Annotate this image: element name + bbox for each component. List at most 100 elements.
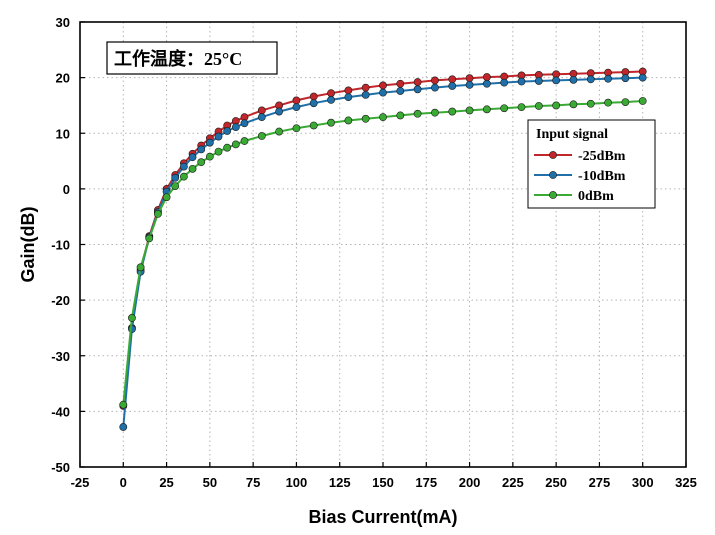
data-point — [179, 162, 188, 171]
data-point — [638, 97, 647, 105]
legend-item: 0dBm — [534, 189, 614, 204]
x-tick-label: 275 — [589, 475, 611, 490]
data-point — [379, 81, 387, 90]
data-point — [275, 107, 284, 116]
data-point — [534, 77, 543, 85]
data-point — [431, 83, 439, 92]
legend-swatch-marker — [549, 151, 557, 159]
y-axis-title: Gain(dB) — [18, 207, 38, 283]
data-point — [197, 158, 206, 167]
data-point — [396, 79, 405, 88]
x-tick-label: 100 — [286, 475, 308, 490]
data-point — [292, 96, 301, 105]
data-point — [552, 101, 561, 110]
data-point — [500, 104, 509, 113]
data-point — [482, 105, 491, 114]
data-point — [223, 143, 232, 152]
data-point — [275, 127, 284, 136]
data-point — [231, 123, 240, 132]
data-point — [465, 80, 474, 89]
data-point — [344, 116, 353, 125]
series-0dBm — [119, 97, 647, 409]
data-point — [413, 85, 422, 94]
data-point — [309, 121, 318, 130]
data-point — [482, 79, 491, 88]
plot-series — [119, 67, 647, 431]
data-point — [257, 113, 266, 122]
annotation-box — [106, 41, 278, 75]
data-point — [517, 77, 526, 86]
data-point — [292, 124, 301, 133]
data-point — [465, 106, 474, 115]
annotation-text: 工作温度：25°C — [114, 48, 242, 69]
data-point — [327, 89, 335, 98]
x-tick-label: 175 — [415, 475, 437, 490]
data-point — [188, 153, 197, 162]
data-point — [396, 87, 405, 95]
x-tick-label: 300 — [632, 475, 654, 490]
x-tick-label: 325 — [675, 475, 697, 490]
y-tick-label: -20 — [51, 293, 70, 308]
data-point — [379, 113, 387, 122]
data-point — [413, 109, 422, 118]
x-tick-label: 0 — [120, 475, 127, 490]
data-point — [517, 103, 526, 112]
data-point — [128, 314, 136, 322]
data-point — [638, 73, 647, 82]
data-point — [257, 106, 266, 115]
data-point — [240, 119, 249, 128]
data-point — [223, 127, 232, 135]
data-point — [465, 74, 474, 83]
data-point — [214, 132, 223, 141]
data-point — [145, 234, 154, 243]
data-point — [344, 86, 353, 95]
data-point — [257, 132, 266, 140]
data-point — [119, 423, 128, 431]
data-point — [586, 99, 595, 108]
data-point — [171, 182, 180, 190]
data-point — [136, 263, 145, 272]
x-tick-label: 250 — [545, 475, 567, 490]
x-tick-label: 50 — [203, 475, 217, 490]
data-point — [500, 78, 509, 87]
data-point — [552, 76, 561, 85]
data-point — [292, 103, 301, 112]
data-point — [240, 137, 249, 145]
x-tick-label: 125 — [329, 475, 351, 490]
data-point — [214, 147, 223, 156]
data-point — [604, 98, 612, 107]
data-point — [379, 88, 387, 97]
data-point — [205, 152, 214, 161]
data-point — [569, 100, 578, 109]
legend-label: 0dBm — [578, 189, 614, 204]
data-point — [327, 95, 335, 104]
data-point — [179, 172, 188, 181]
y-tick-label: -30 — [51, 349, 70, 364]
y-tick-label: 10 — [56, 126, 70, 141]
data-point — [154, 210, 162, 218]
temperature-annotation: 工作温度：25°C — [106, 41, 278, 75]
x-tick-label: 75 — [246, 475, 260, 490]
data-point — [205, 138, 214, 147]
data-point — [448, 107, 457, 116]
data-point — [448, 75, 457, 84]
data-point — [431, 108, 439, 117]
data-point — [231, 140, 240, 149]
legend-swatch-marker — [549, 171, 557, 179]
data-point — [171, 173, 180, 182]
data-point — [162, 193, 171, 202]
data-point — [309, 99, 318, 108]
legend: Input signal -25dBm -10dBm 0dBm — [527, 119, 656, 209]
y-tick-label: 0 — [63, 182, 70, 197]
x-tick-label: 150 — [372, 475, 394, 490]
data-point — [197, 145, 206, 154]
x-tick-label: -25 — [71, 475, 90, 490]
data-point — [413, 78, 422, 86]
data-point — [482, 73, 491, 81]
data-point — [569, 75, 578, 84]
data-point — [431, 76, 439, 85]
data-point — [621, 74, 630, 83]
x-tick-label: 225 — [502, 475, 524, 490]
data-point — [361, 90, 370, 99]
y-tick-label: -40 — [51, 404, 70, 419]
